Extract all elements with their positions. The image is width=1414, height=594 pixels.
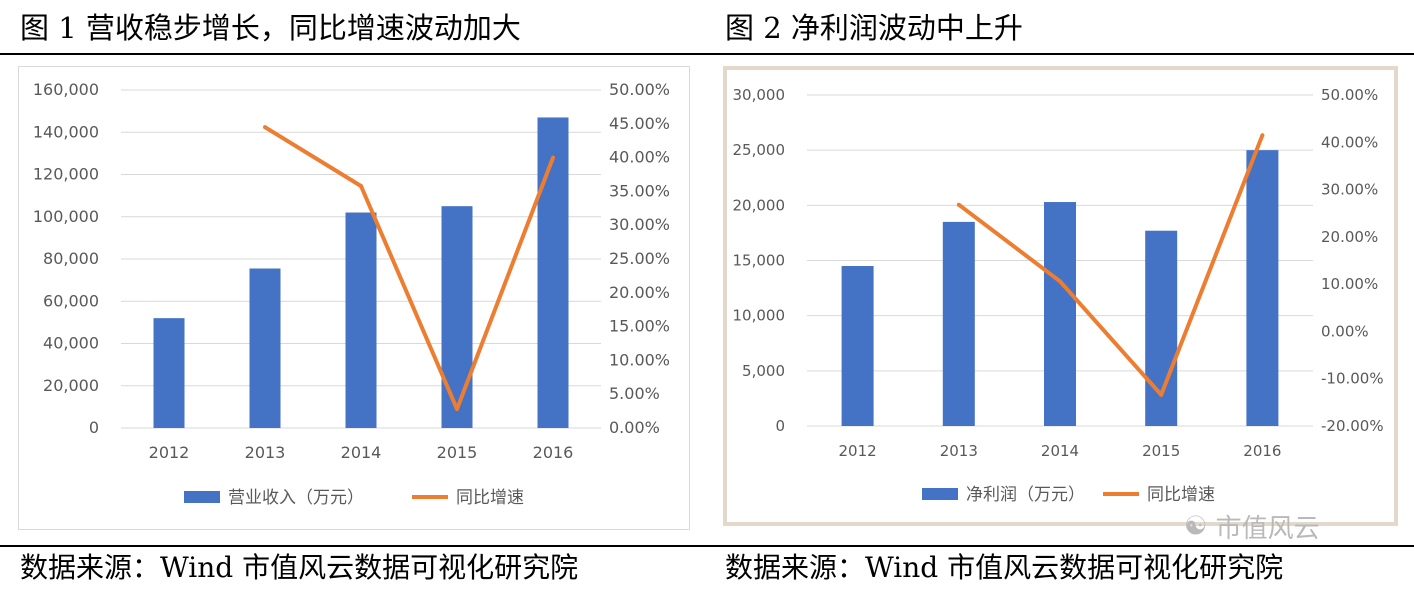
- chart1-ytick-right: 40.00%: [609, 148, 670, 167]
- chart2-svg: 30,000 25,000 20,000 15,000 10,000 5,000 0 50.0…: [733, 86, 1384, 505]
- chart1-ytick-left: 100,000: [33, 207, 99, 226]
- chart2-legend-bar-swatch: [922, 488, 958, 500]
- chart2-ytick-left: 0: [775, 417, 785, 435]
- chart1-ytick-right: 10.00%: [609, 350, 670, 369]
- chart2-bar: [1044, 202, 1076, 426]
- chart1-ytick-left: 20,000: [43, 376, 99, 395]
- top-rule: [0, 53, 1414, 55]
- chart1-growth-point: [551, 155, 555, 160]
- chart1-legend-bar-label: 营业收入（万元）: [228, 488, 364, 508]
- chart2-bar: [942, 221, 975, 426]
- chart2-ytick-right: -10.00%: [1321, 370, 1384, 388]
- chart2-xtick: 2013: [940, 442, 978, 460]
- chart1-xtick: 2012: [149, 443, 190, 462]
- chart2-ytick-right: -20.00%: [1321, 417, 1384, 435]
- chart1-ytick-left: 140,000: [33, 122, 99, 141]
- chart1-xtick: 2013: [245, 443, 286, 462]
- wechat-icon: ☯: [1184, 511, 1208, 542]
- chart2-ytick-right: 20.00%: [1321, 228, 1378, 246]
- chart2-ytick-right: 40.00%: [1321, 133, 1378, 151]
- chart2-ytick-left: 30,000: [733, 86, 786, 104]
- chart2-xtick: 2014: [1041, 442, 1079, 460]
- chart1-bar: [345, 212, 377, 428]
- chart2-xtick: 2012: [839, 442, 877, 460]
- watermark-text: 市值风云: [1215, 514, 1320, 544]
- chart2-growth-point: [1058, 279, 1062, 284]
- chart1-xtick: 2016: [533, 443, 574, 462]
- chart1-ytick-right: 5.00%: [609, 384, 660, 403]
- chart1-ytick-right: 50.00%: [609, 80, 670, 99]
- chart1-svg: 160,000 140,000 120,000 100,000 80,000 60,000…: [33, 80, 670, 508]
- chart2-growth-point: [1159, 392, 1164, 397]
- chart2-xtick: 2015: [1142, 442, 1180, 460]
- chart2-legend-line-label: 同比增速: [1147, 485, 1215, 505]
- chart1-ytick-right: 15.00%: [609, 317, 670, 336]
- chart2-ytick-left: 20,000: [733, 196, 786, 214]
- chart1-bar: [249, 268, 281, 428]
- chart1-panel: 160,000 140,000 120,000 100,000 80,000 60,000…: [18, 66, 690, 530]
- chart1-legend-bar-swatch: [184, 491, 220, 503]
- chart2-ytick-right: 10.00%: [1321, 275, 1378, 293]
- chart1-bar: [153, 318, 185, 428]
- chart1-growth-point: [263, 125, 267, 130]
- chart2-ytick-left: 5,000: [742, 362, 785, 380]
- chart2-growth-line: [957, 134, 1265, 397]
- chart1-bar: [441, 206, 473, 428]
- chart1-ytick-left: 160,000: [33, 80, 99, 99]
- chart1-ytick-right: 35.00%: [609, 181, 670, 200]
- watermark: ☯ 市值风云: [1184, 508, 1320, 545]
- chart2-growth-point: [1260, 133, 1265, 138]
- chart2-growth-point: [956, 202, 961, 207]
- chart2-ytick-left: 25,000: [733, 141, 786, 159]
- chart1-ytick-left: 40,000: [43, 334, 99, 353]
- chart2-panel: 30,000 25,000 20,000 15,000 10,000 5,000 0 50.0…: [723, 66, 1398, 526]
- chart2-bar: [1246, 150, 1279, 426]
- chart2-xtick: 2016: [1243, 442, 1281, 460]
- chart2-ytick-right: 30.00%: [1321, 181, 1378, 199]
- chart2-ytick-right: 50.00%: [1321, 86, 1378, 104]
- chart1-growth-point: [455, 407, 459, 412]
- chart1-growth-point: [359, 183, 363, 188]
- source-note-2: 数据来源：Wind 市值风云数据可视化研究院: [725, 551, 1284, 584]
- chart2-ytick-right: 0.00%: [1321, 322, 1369, 340]
- chart1-ytick-left: 80,000: [43, 249, 99, 268]
- chart1-xtick: 2015: [437, 443, 478, 462]
- source-note-1: 数据来源：Wind 市值风云数据可视化研究院: [20, 551, 579, 584]
- chart2-ytick-left: 15,000: [733, 252, 786, 270]
- chart1-ytick-left: 120,000: [33, 165, 99, 184]
- chart1-bar: [537, 117, 569, 429]
- bottom-rule: [0, 545, 1414, 547]
- chart1-ytick-left: 0: [89, 418, 99, 437]
- chart1-ytick-right: 0.00%: [609, 418, 660, 437]
- chart1-xtick: 2014: [341, 443, 382, 462]
- chart2-legend-bar-label: 净利润（万元）: [966, 485, 1085, 505]
- figure2-title: 图 2 净利润波动中上升: [725, 11, 1023, 45]
- chart2-ytick-left: 10,000: [733, 307, 786, 325]
- chart1-ytick-right: 30.00%: [609, 215, 670, 234]
- chart1-ytick-right: 45.00%: [609, 114, 670, 133]
- figure1-title: 图 1 营收稳步增长，同比增速波动加大: [20, 11, 521, 45]
- chart1-growth-line: [263, 125, 555, 412]
- chart1-ytick-right: 20.00%: [609, 283, 670, 302]
- chart1-ytick-left: 60,000: [43, 291, 99, 310]
- chart1-legend-line-label: 同比增速: [456, 488, 524, 508]
- chart2-bar: [841, 266, 874, 426]
- chart1-ytick-right: 25.00%: [609, 249, 670, 268]
